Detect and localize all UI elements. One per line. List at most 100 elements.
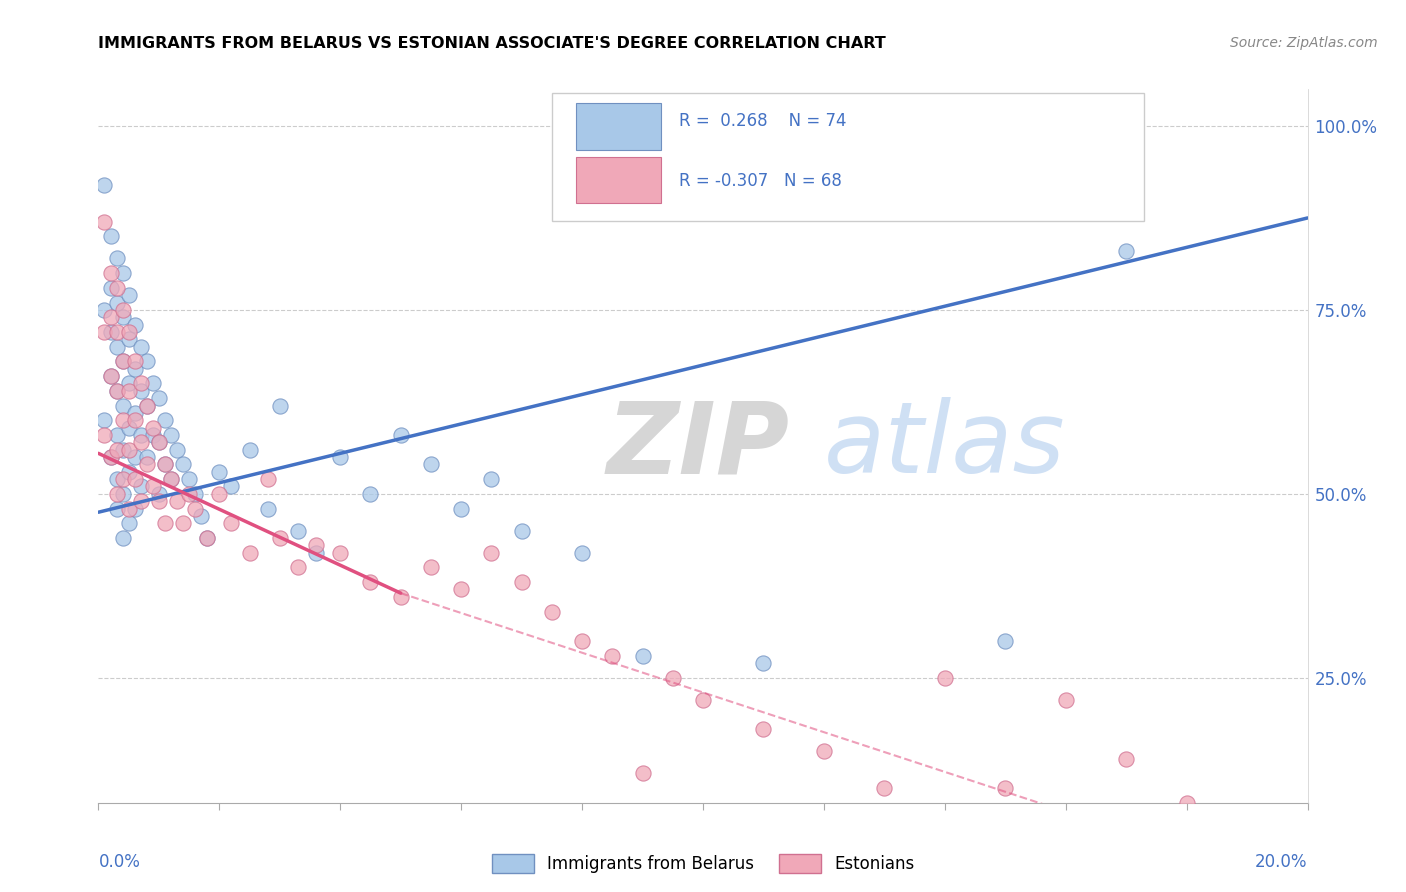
Point — [111, 442, 134, 457]
Point — [105, 487, 128, 501]
Point — [153, 458, 176, 472]
Text: R =  0.268    N = 74: R = 0.268 N = 74 — [679, 112, 846, 130]
Point — [111, 472, 134, 486]
Point — [105, 325, 128, 339]
Point — [1115, 752, 1137, 766]
Point — [105, 252, 128, 266]
Point — [179, 472, 201, 486]
Point — [129, 384, 152, 398]
Point — [111, 302, 134, 317]
Point — [256, 472, 278, 486]
Text: atlas: atlas — [824, 398, 1066, 494]
Point — [153, 458, 176, 472]
Point — [100, 369, 122, 384]
Point — [510, 524, 533, 538]
Point — [631, 648, 654, 663]
Point — [450, 582, 472, 597]
Point — [221, 479, 243, 493]
Point — [360, 575, 382, 590]
Point — [142, 376, 165, 391]
Point — [135, 354, 157, 368]
Point — [135, 450, 157, 464]
Point — [510, 575, 533, 590]
Point — [692, 693, 714, 707]
Point — [118, 332, 141, 346]
Point — [752, 656, 775, 670]
Point — [105, 384, 128, 398]
Point — [93, 413, 115, 427]
Text: R = -0.307   N = 68: R = -0.307 N = 68 — [679, 171, 842, 189]
Point — [124, 501, 146, 516]
Point — [100, 369, 122, 384]
Point — [153, 413, 176, 427]
Point — [105, 295, 128, 310]
Point — [329, 546, 352, 560]
Point — [481, 472, 503, 486]
Point — [195, 531, 218, 545]
Point — [124, 318, 146, 332]
FancyBboxPatch shape — [576, 157, 661, 203]
Point — [105, 428, 128, 442]
Point — [105, 384, 128, 398]
Point — [813, 744, 835, 758]
Point — [631, 766, 654, 780]
Point — [256, 501, 278, 516]
FancyBboxPatch shape — [576, 103, 661, 150]
Point — [118, 288, 141, 302]
Legend: Immigrants from Belarus, Estonians: Immigrants from Belarus, Estonians — [485, 847, 921, 880]
Point — [129, 479, 152, 493]
Text: 20.0%: 20.0% — [1256, 853, 1308, 871]
Point — [118, 516, 141, 531]
Point — [166, 442, 188, 457]
Point — [287, 560, 309, 574]
Point — [305, 546, 328, 560]
Point — [221, 516, 243, 531]
Point — [269, 531, 291, 545]
Point — [93, 302, 115, 317]
Point — [135, 399, 157, 413]
Point — [118, 501, 141, 516]
Point — [118, 376, 141, 391]
Point — [540, 605, 562, 619]
Point — [118, 325, 141, 339]
Point — [239, 546, 262, 560]
Point — [135, 458, 157, 472]
Point — [100, 281, 122, 295]
Point — [329, 450, 352, 464]
Text: Source: ZipAtlas.com: Source: ZipAtlas.com — [1230, 36, 1378, 50]
Point — [129, 340, 152, 354]
Point — [1054, 693, 1077, 707]
Point — [934, 671, 956, 685]
FancyBboxPatch shape — [553, 93, 1144, 221]
Point — [100, 310, 122, 325]
Point — [450, 501, 472, 516]
Point — [129, 494, 152, 508]
Point — [135, 399, 157, 413]
Point — [93, 178, 115, 192]
Point — [1175, 796, 1198, 810]
Point — [111, 399, 134, 413]
Point — [124, 361, 146, 376]
Point — [105, 281, 128, 295]
Point — [93, 214, 115, 228]
Point — [1115, 244, 1137, 258]
Point — [111, 354, 134, 368]
Point — [208, 487, 231, 501]
Point — [184, 487, 207, 501]
Point — [662, 671, 685, 685]
Point — [420, 458, 443, 472]
Point — [571, 634, 593, 648]
Text: IMMIGRANTS FROM BELARUS VS ESTONIAN ASSOCIATE'S DEGREE CORRELATION CHART: IMMIGRANTS FROM BELARUS VS ESTONIAN ASSO… — [98, 36, 886, 51]
Point — [124, 472, 146, 486]
Point — [190, 508, 212, 523]
Point — [100, 450, 122, 464]
Point — [752, 723, 775, 737]
Point — [111, 531, 134, 545]
Point — [172, 516, 194, 531]
Point — [93, 325, 115, 339]
Point — [269, 399, 291, 413]
Point — [148, 391, 170, 405]
Point — [148, 487, 170, 501]
Point — [129, 428, 152, 442]
Point — [602, 648, 624, 663]
